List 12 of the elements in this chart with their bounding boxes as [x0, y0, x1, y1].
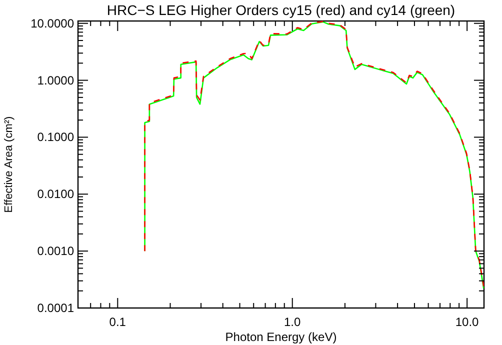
y-tick-label: 0.0001	[37, 301, 74, 315]
y-tick-label: 0.1000	[37, 130, 74, 144]
y-axis-title: Effective Area (cm²)	[3, 116, 15, 213]
x-tick-label: 0.1	[109, 315, 126, 329]
x-axis-title: Photon Energy (keV)	[225, 330, 337, 344]
chart-title: HRC−S LEG Higher Orders cy15 (red) and cy14 (green)	[106, 2, 456, 18]
y-tick-label: 0.0010	[37, 244, 74, 258]
y-tick-label: 1.0000	[37, 73, 74, 88]
x-tick-label: 10.0	[455, 315, 480, 329]
y-tick-label: 0.0100	[37, 187, 74, 202]
y-tick-label: 10.0000	[30, 16, 74, 30]
x-tick-label: 1.0	[284, 315, 302, 329]
